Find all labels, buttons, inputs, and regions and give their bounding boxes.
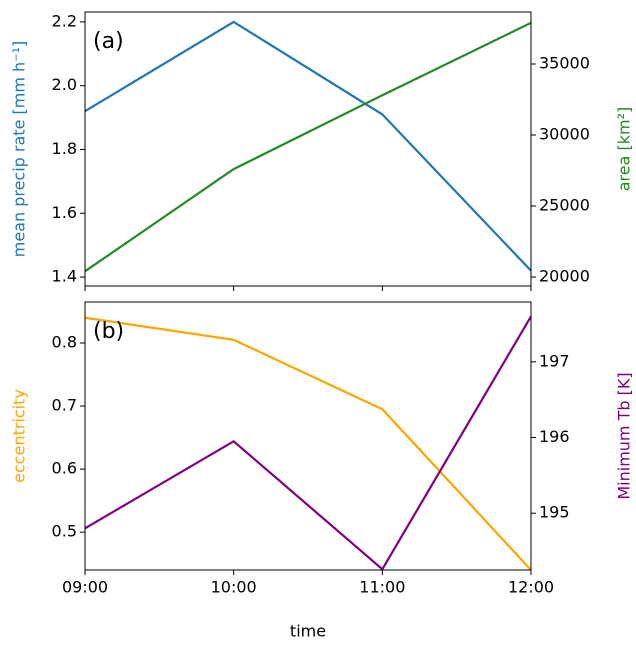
x-tick-label: 12:00 — [508, 578, 554, 597]
y-tick-label: 1.6 — [52, 203, 77, 222]
plot-frame — [84, 301, 532, 571]
line — [84, 21, 532, 273]
y2-axis-label: Minimum Tb [K] — [615, 372, 634, 499]
y-tick-label: 2.2 — [52, 11, 77, 30]
line — [84, 315, 532, 571]
y-tick-label: 0.6 — [52, 459, 77, 478]
y2-tick-label: 196 — [539, 427, 570, 446]
y-tick-label: 1.4 — [52, 267, 77, 286]
y2-tick-label: 30000 — [539, 124, 590, 143]
x-tick-label: 09:00 — [62, 578, 108, 597]
y2-tick-label: 35000 — [539, 53, 590, 72]
x-tick-label: 10:00 — [211, 578, 257, 597]
y-tick-label: 1.8 — [52, 139, 77, 158]
line — [84, 20, 532, 272]
y-axis-label: mean precip rate [mm h⁻¹] — [10, 41, 29, 258]
x-tick-label: 11:00 — [359, 578, 405, 597]
panel-label: (b) — [93, 319, 124, 344]
y-tick-label: 0.5 — [52, 522, 77, 541]
y-axis-label: eccentricity — [10, 389, 29, 483]
y2-tick-label: 20000 — [539, 266, 590, 285]
panel-label: (a) — [93, 29, 124, 54]
y2-tick-label: 197 — [539, 351, 570, 370]
x-axis-label: time — [290, 622, 326, 641]
y-tick-label: 0.8 — [52, 332, 77, 351]
y2-tick-label: 195 — [539, 503, 570, 522]
line — [84, 316, 532, 571]
y-tick-label: 2.0 — [52, 75, 77, 94]
y-tick-label: 0.7 — [52, 396, 77, 415]
y2-axis-label: area [km²] — [615, 107, 634, 192]
plot-frame — [84, 11, 532, 287]
y2-tick-label: 25000 — [539, 195, 590, 214]
